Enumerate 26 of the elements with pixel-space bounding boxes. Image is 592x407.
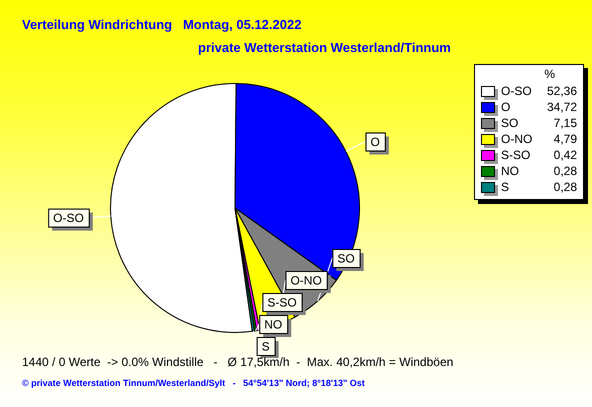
- legend-label: NO: [501, 164, 520, 178]
- legend-label: S-SO: [501, 148, 532, 162]
- legend-label: O-NO: [501, 132, 534, 146]
- legend-label: O-SO: [501, 84, 533, 98]
- chart-subtitle: private Wetterstation Westerland/Tinnum: [198, 40, 451, 55]
- category-label: S-SO: [267, 295, 297, 310]
- category-label: NO: [264, 317, 282, 332]
- data-label: 7,15: [554, 116, 577, 130]
- data-label: 0,28: [554, 180, 577, 194]
- legend-label: S: [501, 180, 510, 194]
- slice-label: S: [262, 339, 270, 354]
- text: © private Wetterstation Tinnum/Westerland/Sylt - 54°54'13" Nord; 8°18'13" Ost: [22, 378, 365, 388]
- legend-label: O: [501, 100, 512, 114]
- text: 1440 / 0 Werte -> 0.0% Windstille - Ø 17,5km/h - Max. 40,2km/h = Windböen: [22, 355, 454, 369]
- chart-title: Verteilung Windrichtung Montag, 05.12.2022: [22, 17, 302, 32]
- legend-title: %: [543, 67, 556, 83]
- data-label: 4,79: [554, 132, 577, 146]
- slice-label: O-SO: [53, 210, 84, 225]
- data-label: 0,28: [554, 164, 577, 178]
- category-label: O-NO: [290, 273, 322, 288]
- data-label: 0,42: [554, 148, 577, 162]
- slice-label: O: [370, 134, 380, 149]
- data-label: 34,72: [546, 100, 577, 114]
- data-label: 52,36: [546, 84, 577, 98]
- legend-label: SO: [501, 116, 520, 130]
- category-label: SO: [337, 251, 355, 266]
